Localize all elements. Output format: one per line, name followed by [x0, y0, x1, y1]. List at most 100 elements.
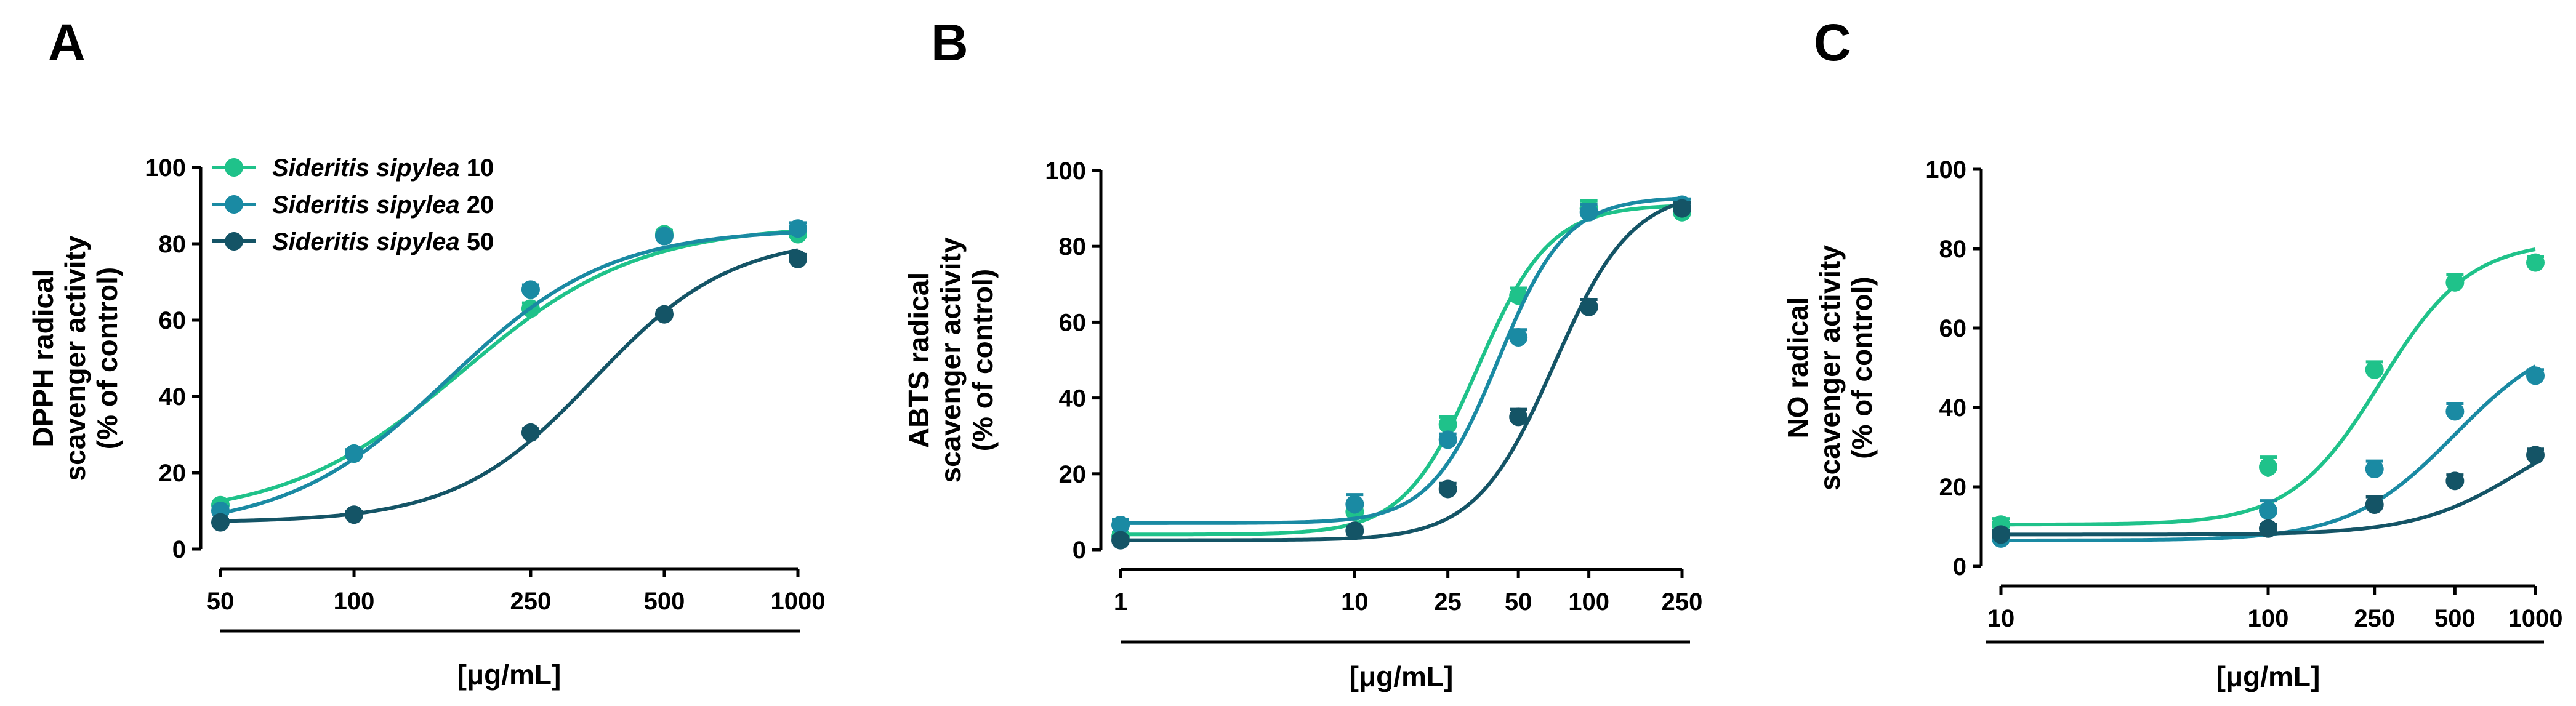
legend-label: Sideritis sipylea 10	[272, 154, 494, 182]
y-tick-label: 80	[1059, 233, 1087, 260]
x-tick-label: 250	[1662, 588, 1703, 616]
y-tick-label: 80	[1939, 236, 1967, 263]
data-point	[1509, 407, 1528, 427]
panel-letter: A	[48, 14, 86, 71]
x-tick-label: 50	[1505, 588, 1532, 616]
data-point	[789, 219, 807, 238]
x-tick-label: 250	[510, 588, 552, 615]
data-point	[1509, 328, 1528, 347]
y-tick-label: 0	[172, 536, 186, 563]
data-point	[1673, 199, 1691, 218]
x-tick-label: 250	[2354, 605, 2395, 632]
legend-dose: 50	[460, 228, 494, 255]
legend-marker	[225, 158, 243, 177]
data-point	[2526, 366, 2545, 385]
y-tick-label: 20	[159, 460, 187, 487]
legend-marker	[225, 195, 243, 214]
y-tick-label: 80	[159, 231, 187, 258]
data-point	[1438, 479, 1457, 499]
y-tick-label: 20	[1059, 461, 1087, 488]
y-tick-label: 40	[1059, 385, 1087, 412]
y-tick-label: 60	[159, 307, 187, 334]
y-axis-title: DPPH radical	[27, 270, 59, 447]
data-point	[2445, 273, 2465, 292]
y-axis-title: (% of control)	[1846, 276, 1878, 459]
x-tick-label: 10	[1987, 605, 2015, 632]
data-point	[521, 423, 540, 442]
data-point	[2365, 459, 2384, 478]
data-point	[1345, 495, 1364, 514]
panel-letter: C	[1814, 14, 1851, 71]
data-point	[2445, 402, 2465, 421]
legend-marker	[225, 232, 243, 251]
y-axis-title: (% of control)	[91, 267, 123, 449]
data-point	[345, 505, 364, 524]
data-point	[2259, 457, 2277, 476]
data-point	[1438, 430, 1457, 449]
y-tick-label: 60	[1939, 315, 1967, 342]
panel-c: C 0 20 40 60 80 100 10 100 250 500 1000 [μg/mL] NO ra…	[1782, 14, 2562, 692]
data-point	[789, 249, 807, 268]
data-point	[211, 513, 230, 532]
legend-species: Sideritis sipylea	[272, 191, 460, 219]
y-tick-label: 0	[1953, 553, 1966, 580]
data-point	[2526, 446, 2545, 465]
data-point	[1438, 415, 1457, 434]
data-point	[345, 444, 364, 463]
x-tick-label: 500	[644, 588, 685, 615]
fit-curve	[220, 248, 799, 523]
data-point	[1345, 521, 1364, 540]
legend-dose: 20	[460, 191, 494, 219]
y-tick-label: 60	[1059, 309, 1087, 336]
legend-species: Sideritis sipylea	[272, 228, 460, 255]
data-point	[1111, 531, 1130, 550]
fit-curve	[1121, 200, 1683, 542]
y-tick-label: 100	[145, 154, 186, 182]
legend-label: Sideritis sipylea 50	[272, 228, 494, 255]
y-tick-label: 0	[1073, 537, 1086, 564]
fit-curve	[220, 230, 799, 515]
x-axis-title: [μg/mL]	[2216, 660, 2320, 692]
data-point	[2259, 519, 2277, 538]
y-axis-title: scavenger activity	[1814, 245, 1846, 491]
data-point	[654, 305, 674, 324]
y-axis-title: ABTS radical	[903, 272, 935, 448]
data-point	[1579, 203, 1598, 222]
y-tick-label: 100	[1925, 156, 1966, 183]
x-axis-title: [μg/mL]	[457, 659, 561, 691]
legend-label: Sideritis sipylea 20	[272, 191, 494, 219]
data-point	[2365, 495, 2384, 515]
x-tick-label: 10	[1341, 588, 1369, 616]
x-tick-label: 100	[2248, 605, 2289, 632]
data-point	[2526, 253, 2545, 272]
y-axis-title: scavenger activity	[935, 237, 967, 483]
x-axis-title: [μg/mL]	[1350, 660, 1454, 692]
legend-species: Sideritis sipylea	[272, 154, 460, 182]
y-tick-label: 20	[1939, 474, 1967, 501]
data-point	[1579, 297, 1598, 316]
data-point	[2445, 471, 2465, 491]
x-tick-label: 100	[334, 588, 375, 615]
y-tick-label: 40	[1939, 395, 1967, 422]
panel-b: B 0 20 40 60 80 100 1 10 25 50 100 250 [μg/mL] ABTS ra…	[903, 14, 1702, 692]
y-tick-label: 40	[159, 383, 187, 411]
y-axis-title: scavenger activity	[59, 235, 91, 481]
y-tick-label: 100	[1045, 158, 1086, 185]
y-axis-title: (% of control)	[967, 269, 999, 451]
x-tick-label: 1	[1114, 588, 1127, 616]
data-point	[1992, 525, 2010, 544]
data-point	[2365, 360, 2384, 379]
legend-dose: 10	[460, 154, 494, 182]
panel-a: A 0 20 40 60 80 100 50 100 250 500 1000 [μg/mL] DPPH …	[27, 14, 825, 691]
panel-letter: B	[931, 14, 968, 71]
x-tick-label: 25	[1434, 588, 1462, 616]
y-axis-title: NO radical	[1782, 297, 1814, 438]
data-point	[1111, 515, 1130, 534]
x-tick-label: 100	[1568, 588, 1609, 616]
data-point	[2259, 501, 2277, 520]
data-point	[654, 227, 674, 246]
x-tick-label: 1000	[771, 588, 826, 615]
x-tick-label: 500	[2434, 605, 2476, 632]
